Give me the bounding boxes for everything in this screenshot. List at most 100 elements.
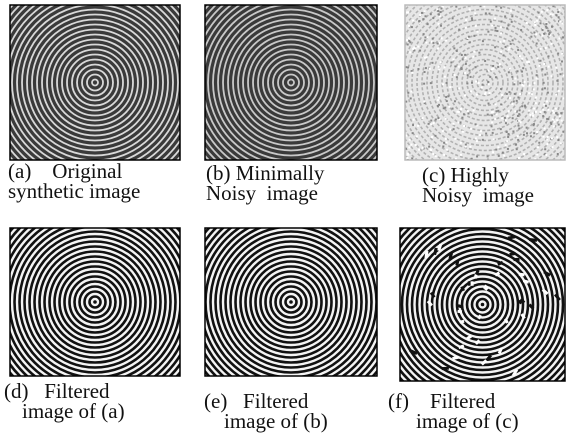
noise (470, 76, 472, 78)
noise (424, 10, 426, 12)
artifact (498, 262, 503, 264)
noise (452, 58, 454, 60)
noise (453, 128, 455, 130)
noise (517, 139, 519, 141)
noise (503, 155, 505, 157)
noise (476, 31, 478, 33)
noise (491, 114, 493, 116)
noise (484, 60, 486, 62)
noise (557, 139, 559, 141)
noise (513, 83, 515, 85)
noise (562, 22, 564, 24)
noise (539, 60, 541, 62)
noise (425, 67, 427, 69)
noise (542, 29, 544, 31)
noise (556, 119, 558, 121)
noise (446, 82, 448, 84)
noise (449, 86, 451, 88)
noise (425, 15, 427, 17)
noise (467, 112, 469, 114)
noise (442, 130, 444, 132)
noise (460, 68, 462, 70)
noise (538, 65, 540, 67)
noise (533, 108, 535, 110)
noise (526, 132, 528, 134)
noise (465, 146, 467, 148)
noise (536, 74, 538, 76)
noise (511, 103, 513, 105)
noise (541, 34, 543, 36)
noise (518, 120, 520, 122)
caption: Noisy image (206, 181, 318, 205)
noise (505, 46, 507, 48)
noise (494, 46, 496, 48)
noise (526, 127, 528, 129)
noise (471, 17, 473, 19)
noise (555, 66, 557, 68)
noise (511, 21, 513, 23)
noise (474, 66, 476, 68)
noise (495, 76, 497, 78)
noise (500, 104, 502, 106)
noise (411, 26, 413, 28)
noise (491, 68, 493, 70)
noise (435, 119, 437, 121)
noise (482, 40, 484, 42)
noise (492, 65, 494, 67)
noise (408, 146, 410, 148)
noise (410, 90, 412, 92)
noise (562, 131, 564, 133)
noise (536, 43, 538, 45)
noise (482, 139, 484, 141)
noise (499, 63, 501, 65)
noise (423, 83, 425, 85)
noise (485, 133, 487, 135)
noise (419, 50, 421, 52)
noise (442, 146, 444, 148)
noise (555, 112, 557, 114)
noise (552, 14, 554, 16)
noise (557, 53, 559, 55)
noise (464, 54, 466, 56)
noise (408, 25, 410, 27)
noise (553, 112, 555, 114)
noise (416, 135, 418, 137)
noise (545, 105, 547, 107)
noise (544, 74, 546, 76)
noise (462, 131, 464, 133)
noise (452, 17, 454, 19)
noise (491, 25, 493, 27)
noise (506, 93, 508, 95)
noise (465, 27, 467, 29)
noise (410, 97, 412, 99)
noise (514, 110, 516, 112)
caption: Noisy image (422, 183, 534, 207)
noise (562, 36, 564, 38)
noise (459, 121, 461, 123)
noise (502, 152, 504, 154)
noise (467, 74, 469, 76)
noise (494, 18, 496, 20)
noise (473, 35, 475, 37)
noise (560, 112, 562, 114)
noise (540, 22, 542, 24)
noise (426, 36, 428, 38)
noise (504, 117, 506, 119)
artifact (523, 281, 528, 283)
noise (461, 117, 463, 119)
noise (555, 94, 557, 96)
noise (411, 72, 413, 74)
noise (495, 103, 497, 105)
noise (506, 131, 508, 133)
noise (481, 86, 483, 88)
noise (438, 23, 440, 25)
noise (543, 63, 545, 65)
noise (503, 40, 505, 42)
noise (488, 102, 490, 104)
noise (522, 67, 524, 69)
noise (489, 76, 491, 78)
artifact (476, 270, 478, 274)
noise (518, 128, 520, 130)
noise (466, 82, 468, 84)
noise (530, 135, 532, 137)
